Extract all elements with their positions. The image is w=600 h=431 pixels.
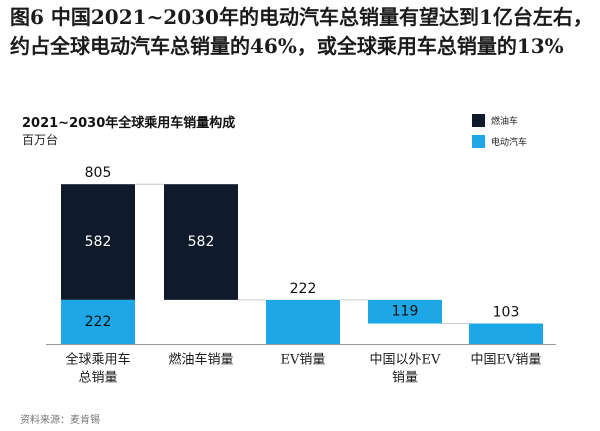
- legend-item-ev: 电动汽车: [472, 135, 527, 148]
- chart-title: 2021~2030年全球乘用车销量构成: [22, 116, 236, 131]
- legend-label-ev: 电动汽车: [491, 138, 528, 148]
- x-tick-label-3-0: 中国以外EV: [370, 353, 441, 368]
- unit-label: 百万台: [22, 133, 59, 147]
- legend-swatch-ev: [472, 135, 485, 148]
- legend: 燃油车 电动汽车: [472, 114, 527, 156]
- bar-0-total-label: 805: [85, 165, 112, 181]
- bar-2-total-label: 222: [290, 281, 317, 297]
- bar-4-total-label: 103: [493, 305, 520, 321]
- legend-label-ice: 燃油车: [491, 117, 519, 127]
- x-tick-label-3-1: 销量: [392, 371, 418, 386]
- source-note: 资料来源：麦肯锡: [20, 415, 100, 426]
- x-tick-label-4-0: 中国EV销量: [471, 353, 542, 368]
- bar-1-segment-0: [164, 184, 238, 300]
- figure-title: 图6 中国2021~2030年的电动汽车总销量有望达到1亿台左右，约占全球电动汽…: [10, 5, 593, 58]
- x-tick-label-2-0: EV销量: [281, 353, 326, 368]
- bar-0-segment-1: [61, 299, 135, 344]
- bar-2-segment-0: [266, 299, 340, 344]
- bar-3-segment-0: [368, 299, 442, 324]
- x-tick-label-0-0: 全球乘用车: [65, 352, 130, 368]
- legend-item-ice: 燃油车: [472, 114, 527, 127]
- x-tick-label-1-0: 燃油车销量: [168, 352, 233, 368]
- bar-0-segment-0-label: 582: [85, 234, 112, 250]
- x-tick-label-0-1: 总销量: [78, 371, 117, 386]
- bar-3-segment-0-label: 119: [392, 304, 419, 320]
- bar-0-segment-0: [61, 184, 135, 300]
- bar-4-segment-0: [469, 323, 543, 344]
- bar-1-segment-0-label: 582: [188, 234, 215, 250]
- bar-0-segment-1-label: 222: [85, 314, 112, 330]
- legend-swatch-ice: [472, 114, 485, 127]
